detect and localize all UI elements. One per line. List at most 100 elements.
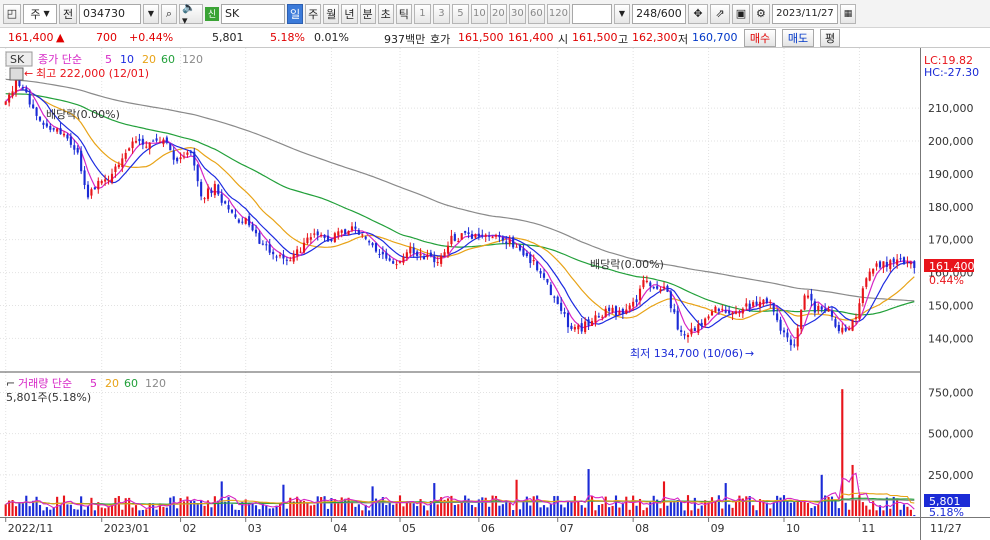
volume-bar [210, 507, 213, 516]
last-price-pct: 0.44% [929, 274, 964, 287]
price-change: 700 [96, 31, 117, 44]
candle-body [632, 301, 635, 307]
candle-body [344, 229, 347, 235]
ma120-line [5, 78, 915, 302]
evaluate-button[interactable]: 평 [820, 29, 840, 47]
candle-body [158, 141, 162, 143]
candle-body [323, 234, 326, 238]
candle-body [155, 138, 158, 141]
tab-weekly[interactable]: 주 [305, 3, 322, 24]
volume-bar [354, 506, 357, 516]
chart-menu-button[interactable]: ◰ [3, 3, 21, 24]
volume-bar [752, 505, 755, 516]
volume-bar [896, 498, 899, 516]
cursor-icon[interactable]: ✥ [687, 3, 708, 24]
last-price-badge [924, 259, 974, 272]
candle-body [813, 301, 816, 313]
speaker-icon[interactable]: 🔈▾ [179, 1, 203, 27]
calculator-icon[interactable] [9, 67, 24, 81]
custom-interval-dropdown[interactable]: ▼ [613, 3, 630, 24]
data-count-field[interactable]: 248/600 [631, 3, 686, 24]
volume-bar [878, 505, 882, 516]
candle-body [326, 235, 330, 242]
candle-body [278, 255, 282, 257]
sell-button[interactable]: 매도 [782, 29, 814, 47]
volume-bar [189, 500, 192, 516]
buy-button[interactable]: 매수 [744, 29, 776, 47]
candle-body [265, 244, 268, 246]
volume-bar [206, 500, 210, 516]
candle-body [134, 140, 138, 143]
interval-5[interactable]: 5 [451, 3, 469, 24]
volume-bar [278, 504, 282, 516]
period-type-select[interactable]: 주 ▼ [23, 3, 57, 24]
interval-60[interactable]: 60 [527, 3, 545, 24]
tab-daily[interactable]: 일 [287, 3, 304, 24]
save-icon[interactable]: ▣ [731, 3, 750, 24]
volume-bar [323, 496, 326, 516]
indicator-icon[interactable]: ⇗ [709, 3, 730, 24]
candle-body [90, 189, 93, 196]
code-dropdown-button[interactable]: ▼ [143, 3, 159, 24]
tab-monthly-label: 월 [326, 7, 337, 21]
legend-ma10: 10 [120, 53, 134, 66]
tab-monthly[interactable]: 월 [323, 3, 340, 24]
volume-bar [357, 504, 360, 516]
candle-body [258, 232, 261, 244]
gear-icon[interactable]: ⚙ [751, 3, 770, 24]
tab-second[interactable]: 초 [377, 3, 394, 24]
candle-body [25, 88, 28, 93]
volume-bar [587, 469, 590, 516]
candle-body [806, 295, 810, 298]
volume-bar [837, 508, 840, 516]
volume-bar [834, 500, 837, 516]
series-name-box[interactable] [5, 51, 33, 67]
interval-20[interactable]: 20 [489, 3, 507, 24]
candle-body [501, 237, 504, 241]
volume-bar [638, 498, 642, 516]
volume-bar [717, 495, 720, 516]
candle-body [409, 247, 412, 254]
candle-body [721, 308, 724, 310]
candle-body [210, 190, 213, 194]
volume-bar [316, 496, 319, 516]
interval-1[interactable]: 1 [413, 3, 431, 24]
candle-body [642, 280, 645, 288]
interval-120[interactable]: 120 [546, 3, 570, 24]
volume-bar [306, 501, 309, 516]
calendar-icon[interactable]: ▦ [839, 3, 856, 24]
volume-bar [186, 496, 189, 516]
candle-body [618, 311, 621, 315]
interval-10[interactable]: 10 [470, 3, 488, 24]
custom-interval-input[interactable] [571, 3, 612, 24]
candle-body [131, 141, 134, 149]
volume-bar [138, 510, 141, 516]
date-value: 2023/11/27 [776, 8, 834, 19]
candle-body [662, 286, 666, 289]
stock-code-input[interactable]: 034730 [79, 3, 141, 24]
volume-bar [361, 510, 364, 516]
search-icon[interactable]: ⌕ [161, 3, 177, 24]
volume-bar [268, 508, 271, 516]
interval-30[interactable]: 30 [508, 3, 526, 24]
volume-bar [429, 500, 432, 516]
candle-body [73, 145, 76, 150]
hc-value: HC:-27.30 [924, 66, 979, 79]
volume-bar [748, 495, 751, 516]
prev-toggle-button[interactable]: 전 [59, 3, 77, 24]
date-field[interactable]: 2023/11/27 [771, 3, 838, 24]
interval-3[interactable]: 3 [432, 3, 450, 24]
candle-body [580, 323, 583, 332]
last-volume-pct: 5.18% [929, 506, 964, 519]
volume-bar [436, 504, 439, 516]
tab-yearly[interactable]: 년 [341, 3, 358, 24]
stock-chart[interactable]: 140,000150,000160,000170,000180,000190,0… [0, 48, 990, 540]
candle-body [364, 236, 367, 239]
volume-bar [69, 504, 72, 516]
tab-tick[interactable]: 틱 [395, 3, 412, 24]
tab-minute[interactable]: 분 [359, 3, 376, 24]
turnover-pct: 0.01% [314, 31, 349, 44]
volume-bar [158, 503, 162, 516]
candle-body [498, 234, 501, 238]
volume-bar [590, 496, 594, 516]
